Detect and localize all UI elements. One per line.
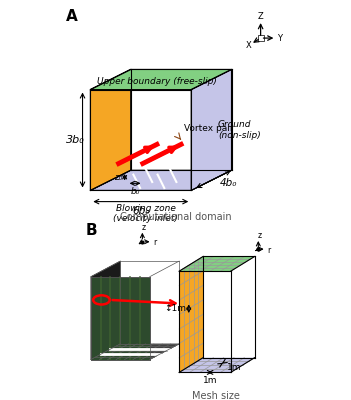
Text: Mesh size: Mesh size (192, 391, 240, 400)
Text: B: B (85, 223, 97, 238)
Text: 3b₀: 3b₀ (66, 135, 85, 145)
Text: Upper boundary (free-slip): Upper boundary (free-slip) (97, 77, 217, 86)
Text: X: X (246, 41, 251, 50)
Text: Z: Z (258, 12, 264, 21)
Text: b₀: b₀ (130, 187, 140, 196)
Text: A: A (66, 9, 78, 24)
Text: Blowing zone
(velocity inlet): Blowing zone (velocity inlet) (113, 204, 178, 223)
Text: r: r (153, 238, 157, 247)
Text: Ground
(non-slip): Ground (non-slip) (218, 120, 261, 140)
Text: 6b₀: 6b₀ (132, 206, 150, 216)
Polygon shape (91, 344, 179, 360)
Polygon shape (90, 70, 232, 90)
Text: r: r (267, 246, 270, 254)
Polygon shape (179, 256, 254, 271)
Polygon shape (90, 70, 131, 190)
Text: Vortex pair: Vortex pair (185, 124, 234, 133)
Text: 1m: 1m (203, 376, 217, 385)
Polygon shape (191, 70, 232, 190)
Text: Y: Y (277, 34, 282, 42)
Polygon shape (90, 170, 232, 190)
Polygon shape (179, 358, 254, 372)
Text: ↕1m: ↕1m (164, 304, 186, 313)
Text: Computational domain: Computational domain (120, 212, 231, 222)
Text: z₀: z₀ (114, 172, 123, 182)
Text: z: z (141, 223, 145, 232)
Polygon shape (91, 261, 120, 360)
Polygon shape (179, 256, 203, 372)
Text: 1m: 1m (227, 363, 241, 372)
Polygon shape (91, 277, 150, 360)
Text: z: z (257, 231, 261, 240)
Text: 4b₀: 4b₀ (220, 178, 238, 188)
